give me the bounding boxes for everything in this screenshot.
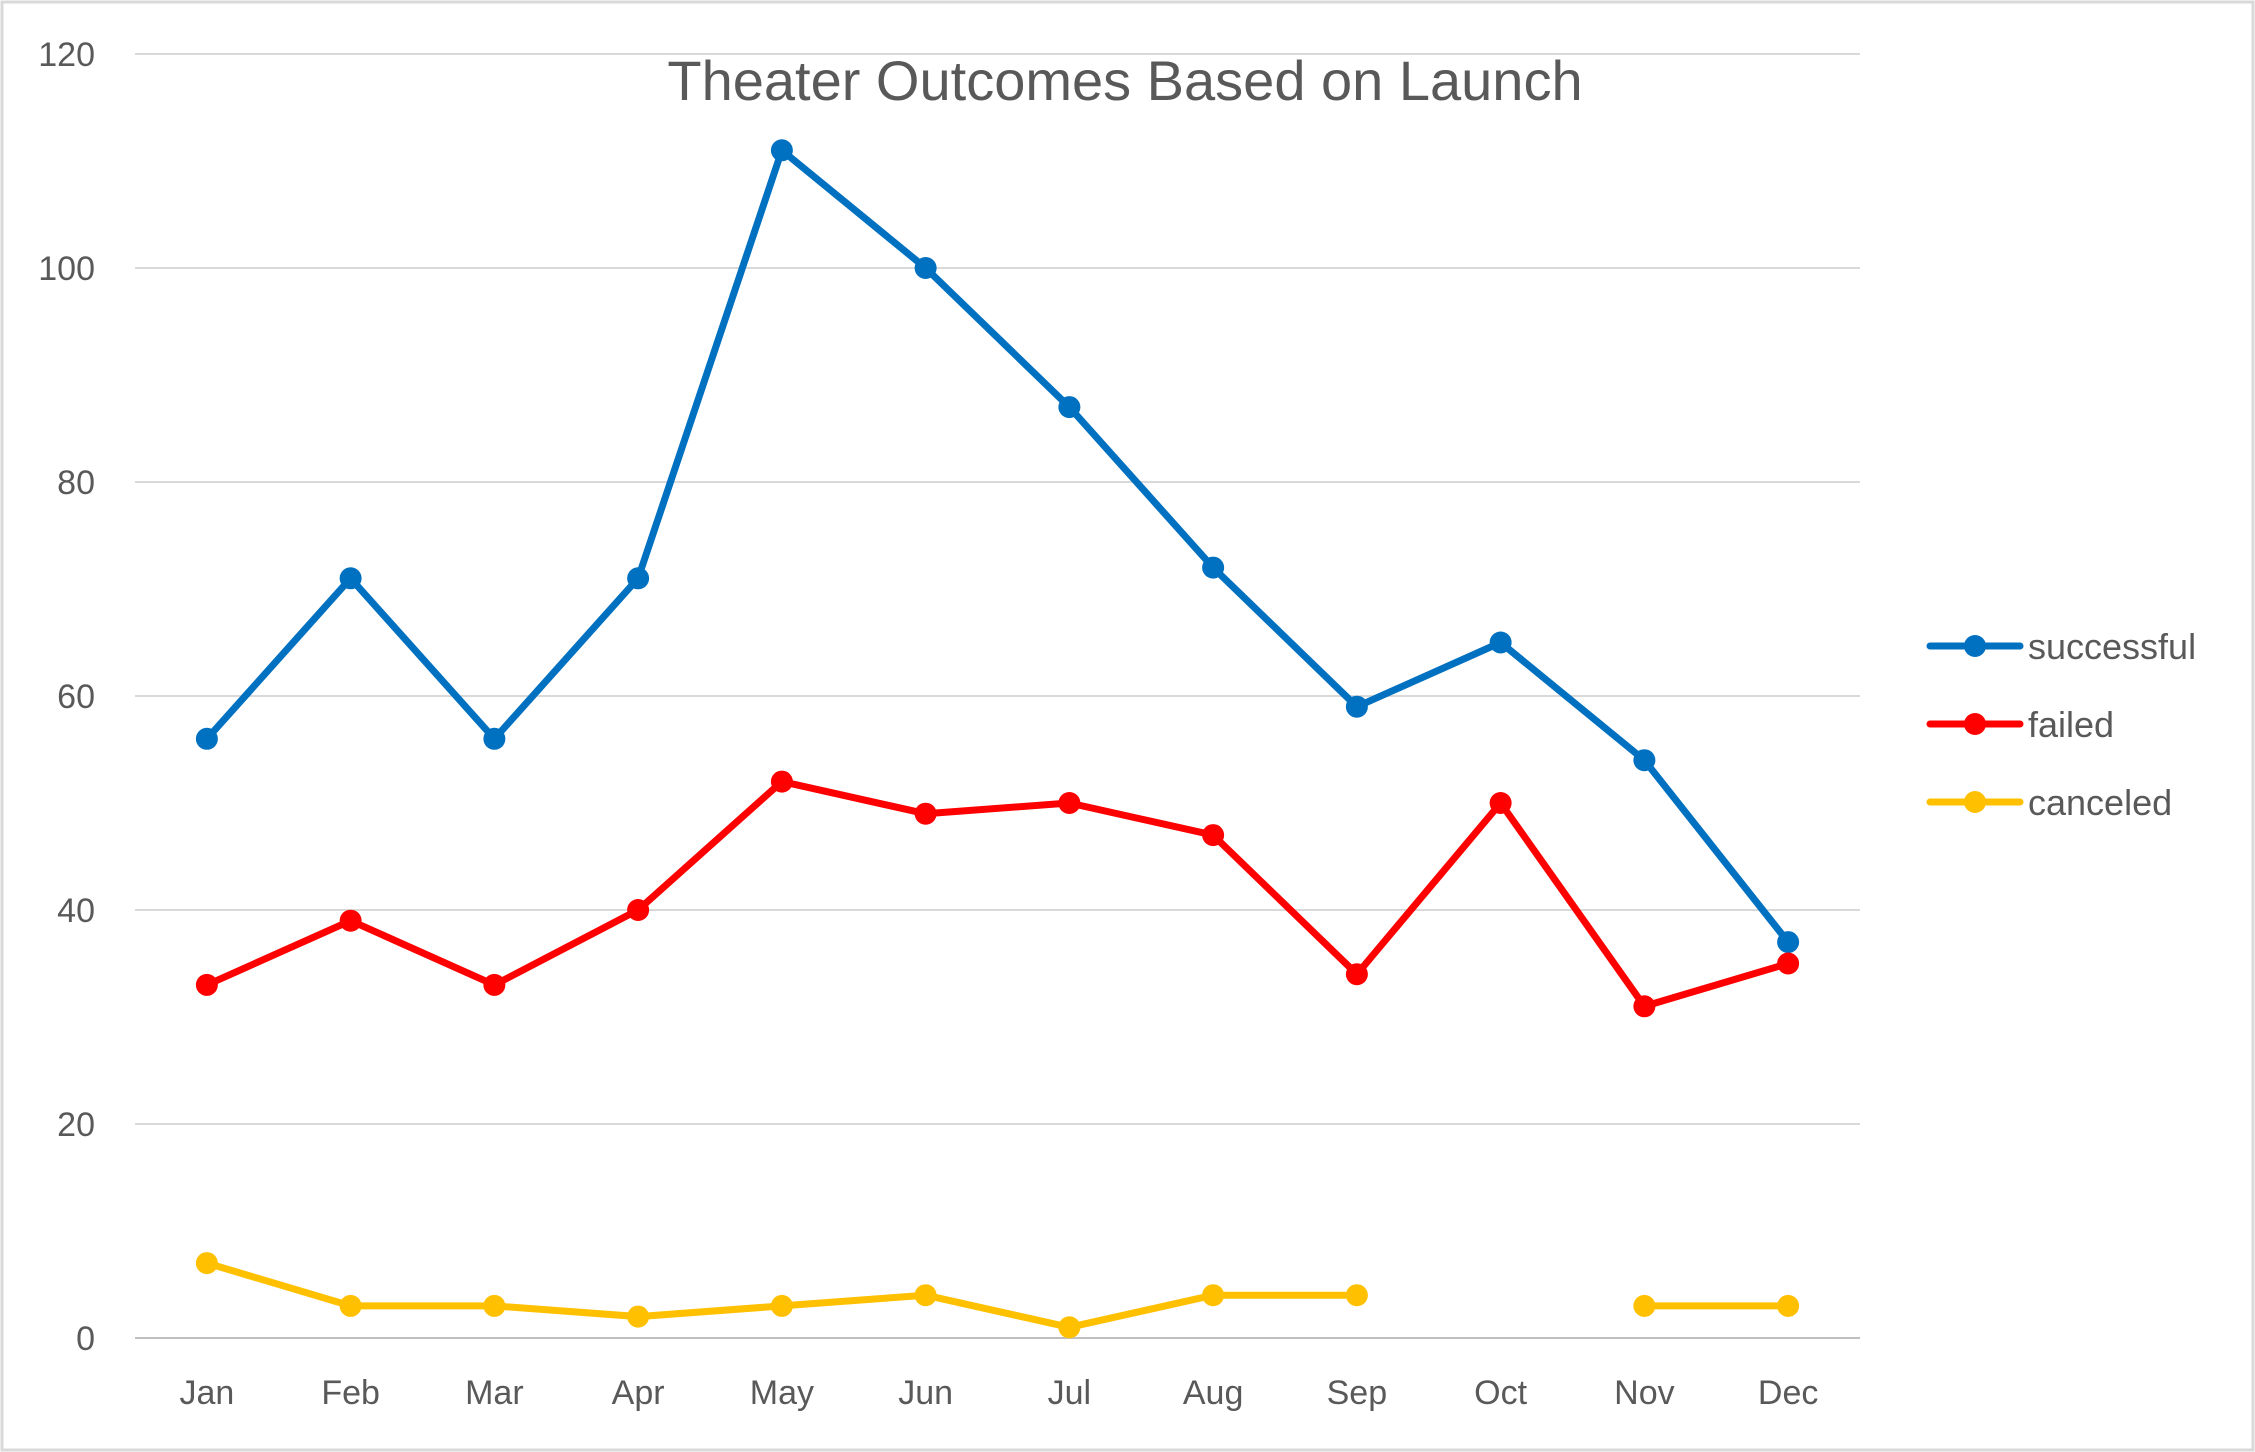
- legend: successful failed canceled: [1926, 626, 2196, 823]
- data-point: [627, 567, 650, 590]
- y-tick-label: 100: [38, 250, 95, 288]
- data-point: [914, 802, 937, 825]
- data-point: [1058, 1316, 1081, 1339]
- data-point: [483, 1294, 506, 1317]
- chart-title: Theater Outcomes Based on Launch: [667, 49, 1582, 112]
- y-tick-label: 60: [57, 678, 95, 716]
- data-point: [770, 1294, 793, 1317]
- x-tick-label: May: [750, 1374, 814, 1412]
- data-point: [1058, 396, 1081, 419]
- data-point: [1202, 1284, 1225, 1307]
- x-tick-label: Jun: [898, 1374, 953, 1412]
- data-point: [1345, 963, 1368, 986]
- data-point: [770, 139, 793, 162]
- x-tick-label: Mar: [465, 1374, 524, 1412]
- y-tick-label: 40: [57, 892, 95, 930]
- data-point: [195, 1252, 218, 1275]
- series-successful: [195, 139, 1800, 954]
- legend-label: successful: [2028, 626, 2196, 667]
- x-tick-label: Sep: [1327, 1374, 1388, 1412]
- series-failed: [195, 770, 1800, 1018]
- data-point: [1633, 995, 1656, 1018]
- data-point: [1489, 792, 1512, 814]
- data-point: [1633, 1294, 1656, 1317]
- legend-item-failed: failed: [1926, 704, 2114, 745]
- data-point: [914, 1284, 937, 1307]
- y-tick-label: 0: [76, 1320, 95, 1358]
- y-axis-tick-labels: 0 20 40 60 80 100 120: [38, 36, 95, 1358]
- data-point: [1202, 824, 1225, 847]
- x-tick-label: Apr: [612, 1374, 665, 1412]
- series-lines: [195, 139, 1800, 1339]
- legend-item-canceled: canceled: [1926, 782, 2172, 823]
- data-point: [1633, 749, 1656, 772]
- data-point: [1489, 631, 1512, 654]
- data-point: [195, 727, 218, 750]
- data-point: [483, 727, 506, 750]
- data-point: [339, 1294, 362, 1317]
- data-point: [339, 909, 362, 932]
- data-point: [770, 770, 793, 793]
- legend-swatch-marker: [1964, 713, 1986, 735]
- x-tick-label: Jul: [1048, 1374, 1091, 1412]
- series-canceled: [195, 1252, 1800, 1339]
- data-point: [627, 899, 650, 921]
- data-point: [1777, 931, 1800, 954]
- series-line: [203, 146, 1792, 946]
- data-point: [1345, 1284, 1368, 1307]
- data-point: [627, 1305, 650, 1328]
- legend-label: canceled: [2028, 782, 2172, 823]
- data-point: [914, 257, 937, 279]
- gridlines: [135, 53, 1860, 1339]
- x-tick-label: Jan: [179, 1374, 234, 1412]
- legend-label: failed: [2028, 704, 2114, 745]
- data-point: [1058, 792, 1081, 814]
- x-tick-label: Dec: [1758, 1374, 1818, 1412]
- data-point: [1777, 952, 1800, 975]
- data-point: [483, 973, 506, 996]
- y-tick-label: 80: [57, 464, 95, 502]
- legend-swatch-marker: [1964, 635, 1986, 657]
- x-tick-label: Feb: [321, 1374, 380, 1412]
- series-line: [203, 778, 1792, 1010]
- data-point: [1777, 1294, 1800, 1317]
- x-tick-label: Nov: [1614, 1374, 1674, 1412]
- data-point: [1202, 556, 1225, 579]
- data-point: [195, 973, 218, 996]
- legend-swatch-marker: [1964, 791, 1986, 813]
- legend-item-successful: successful: [1926, 626, 2196, 667]
- y-tick-label: 120: [38, 36, 95, 74]
- y-tick-label: 20: [57, 1106, 95, 1144]
- x-tick-label: Aug: [1183, 1374, 1244, 1412]
- x-tick-label: Oct: [1474, 1374, 1527, 1412]
- data-point: [1345, 695, 1368, 718]
- data-point: [339, 567, 362, 590]
- x-axis-tick-labels: Jan Feb Mar Apr May Jun Jul Aug Sep Oct Nov Dec: [179, 1374, 1818, 1412]
